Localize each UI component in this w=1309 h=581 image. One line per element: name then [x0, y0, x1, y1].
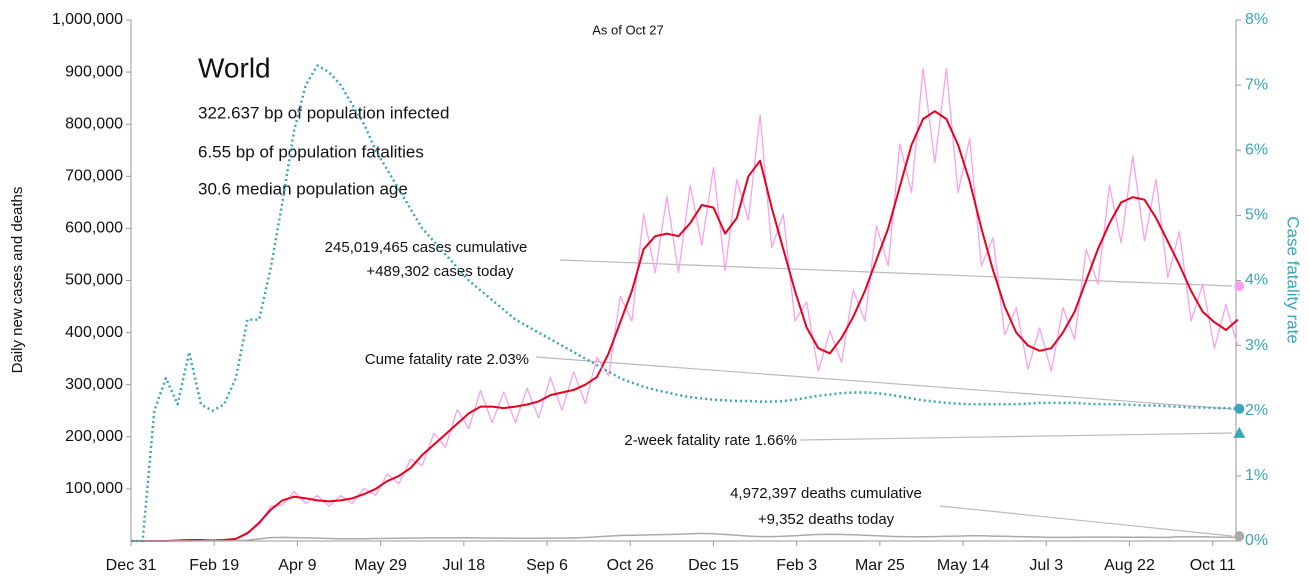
- annotation: 245,019,465 cases cumulative: [325, 239, 528, 256]
- series-line: [131, 67, 1239, 542]
- y-tick-label: 200,000: [65, 428, 123, 445]
- x-tick-label: Apr 9: [278, 557, 316, 574]
- x-tick-label: May 14: [937, 557, 990, 574]
- x-tick-label: Mar 25: [855, 557, 905, 574]
- x-tick-label: May 29: [354, 557, 407, 574]
- x-tick-label: Jul 18: [442, 557, 485, 574]
- marker: [1234, 281, 1245, 292]
- y-tick-label: 700,000: [65, 168, 123, 185]
- info-line: 322.637 bp of population infected: [198, 103, 449, 122]
- annotation: Cume fatality rate 2.03%: [365, 351, 529, 368]
- y-tick-label: 300,000: [65, 376, 123, 393]
- x-tick-label: Feb 3: [776, 557, 817, 574]
- info-line: 30.6 median population age: [198, 179, 408, 198]
- series-line: [131, 532, 1238, 542]
- y-tick-label: 100,000: [65, 480, 123, 497]
- y2-tick-label: 5%: [1245, 207, 1268, 224]
- x-tick-label: Oct 11: [1190, 557, 1236, 574]
- leader-line: [939, 505, 1233, 537]
- x-tick-label: Dec 31: [106, 557, 157, 574]
- series-line: [131, 110, 1239, 542]
- x-tick-label: Sep 6: [526, 557, 568, 574]
- x-tick-label: Oct 26: [607, 557, 654, 574]
- y-tick-label: 400,000: [65, 324, 123, 341]
- leader-line: [535, 356, 1233, 410]
- y2-tick-label: 7%: [1245, 76, 1268, 93]
- y-tick-label: 900,000: [65, 63, 123, 80]
- y2-tick-label: 4%: [1245, 272, 1268, 289]
- y2-tick-label: 1%: [1245, 467, 1268, 484]
- y-tick-label: 800,000: [65, 115, 123, 132]
- leader-lines: [535, 259, 1233, 537]
- y2-tick-label: 3%: [1245, 337, 1268, 354]
- y2-tick-label: 6%: [1245, 141, 1268, 158]
- marker: [1233, 426, 1246, 438]
- annotation: 2-week fatality rate 1.66%: [624, 432, 797, 449]
- y2-tick-label: 8%: [1245, 11, 1268, 28]
- info-title: World: [198, 52, 271, 83]
- info-line: 6.55 bp of population fatalities: [198, 142, 424, 161]
- x-tick-label: Aug 22: [1104, 557, 1155, 574]
- marker: [1234, 403, 1245, 414]
- x-tick-label: Feb 19: [189, 557, 239, 574]
- series-line: [131, 64, 1238, 543]
- leader-line: [559, 259, 1233, 287]
- y-axis-label: Daily new cases and deaths: [9, 187, 26, 374]
- annotation: +489,302 cases today: [366, 263, 514, 280]
- x-tick-label: Dec 15: [688, 557, 739, 574]
- annotation: +9,352 deaths today: [758, 511, 895, 528]
- y-tick-label: 500,000: [65, 272, 123, 289]
- annotation: 4,972,397 deaths cumulative: [730, 485, 922, 502]
- y2-tick-label: 0%: [1245, 532, 1268, 549]
- y-tick-label: 1,000,000: [52, 11, 123, 28]
- subtitle: As of Oct 27: [592, 22, 664, 37]
- leader-line: [799, 432, 1233, 441]
- marker: [1234, 531, 1245, 542]
- y2-axis-label: Case fatality rate: [1284, 216, 1303, 344]
- y2-tick-label: 2%: [1245, 402, 1268, 419]
- x-tick-label: Jul 3: [1029, 557, 1063, 574]
- y-tick-label: 600,000: [65, 220, 123, 237]
